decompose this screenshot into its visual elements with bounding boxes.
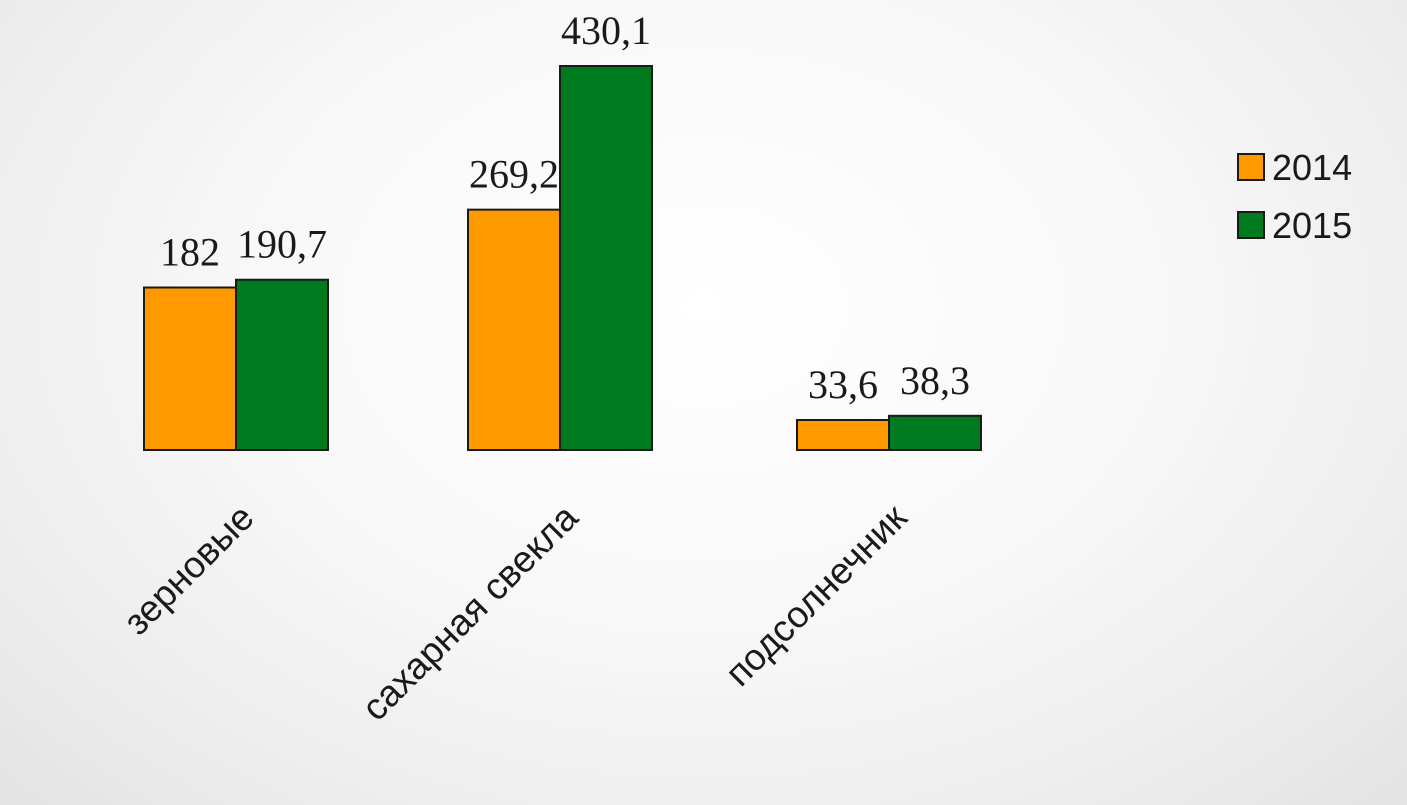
data-label-2014-сахарная-свекла: 269,2	[469, 152, 559, 197]
bar-2014-сахарная-свекла	[467, 208, 561, 451]
legend-label-2015: 2015	[1272, 205, 1352, 246]
legend: 2014 2015	[1237, 147, 1352, 246]
bar-2015-сахарная-свекла	[559, 65, 653, 451]
legend-swatch-2014	[1237, 153, 1265, 181]
bar-2014-подсолнечник	[796, 419, 890, 452]
data-label-2014-зерновые: 182	[160, 230, 220, 275]
category-label-сахарная-свекла: сахарная свекла	[354, 496, 586, 728]
data-labels-layer: 182 190,7 269,2 430,1 33,6 38,3	[160, 8, 970, 407]
bar-2015-подсолнечник	[888, 414, 982, 452]
category-label-зерновые: зерновые	[116, 497, 262, 643]
legend-swatch-2015	[1237, 211, 1265, 239]
bar-2015-зерновые	[235, 278, 329, 451]
data-label-2015-сахарная-свекла: 430,1	[561, 8, 651, 53]
bar-2014-зерновые	[143, 286, 237, 452]
data-label-2015-зерновые: 190,7	[237, 222, 327, 267]
category-label-подсолнечник: подсолнечник	[717, 496, 915, 694]
data-label-2015-подсолнечник: 38,3	[900, 358, 970, 403]
legend-label-2014: 2014	[1272, 147, 1352, 188]
category-labels-layer: зерновые сахарная свекла подсолнечник	[116, 496, 916, 728]
data-label-2014-подсолнечник: 33,6	[808, 362, 878, 407]
bars-layer	[143, 65, 982, 452]
